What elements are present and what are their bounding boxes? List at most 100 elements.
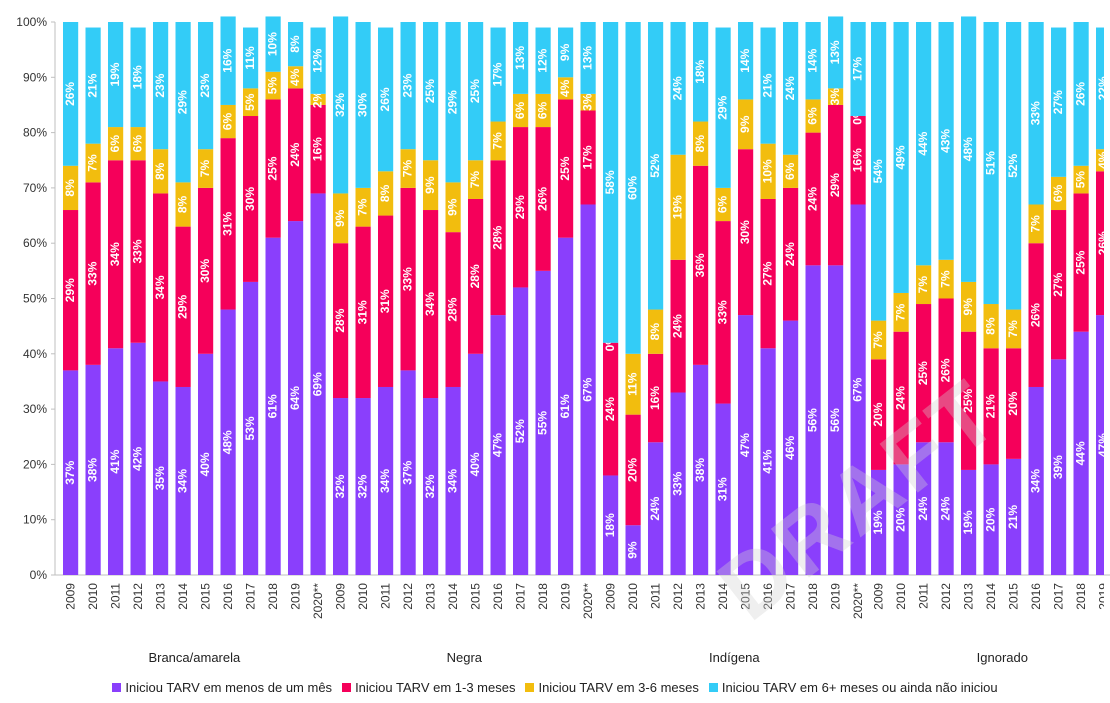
legend-item: Iniciou TARV em menos de um mês [112,678,332,696]
bar-segment-6plus [153,22,169,150]
bar-segment-3-6m [220,104,236,139]
bar-segment-1-3m [400,187,416,371]
x-tick-label: 2014 [176,583,190,610]
bar-segment-1-3m [738,149,754,316]
data-label: 32% [355,474,369,498]
y-tick-label: 0% [30,568,48,582]
data-label: 23% [153,73,167,97]
bar-segment-3-6m [893,292,909,332]
data-label: 16% [310,137,324,161]
data-label: 7% [490,132,504,150]
x-tick-label: 2010 [356,583,370,610]
data-label: 8% [648,323,662,341]
legend-label: Iniciou TARV em 6+ meses ou ainda não in… [721,679,998,695]
data-label: 34% [175,469,189,493]
data-label: 13% [580,46,594,70]
y-tick-label: 60% [23,236,47,250]
data-label: 56% [805,408,819,432]
data-label: 9% [738,115,752,133]
bar-segment-lt1m [558,237,574,576]
x-tick-label: 2015 [199,583,213,610]
bar-segment-6plus [648,22,664,310]
data-label: 18% [693,59,707,83]
x-tick-label: 2015 [739,583,753,610]
data-label: 3% [828,88,842,106]
data-label: 24% [603,397,617,421]
data-label: 33% [670,471,684,495]
data-label: 25% [1073,250,1087,274]
data-label: 34% [445,469,459,493]
bar-segment-6plus [625,22,641,354]
data-label: 17% [580,145,594,169]
data-label: 52% [513,419,527,443]
data-label: 7% [938,270,952,288]
bar-segment-1-3m [805,132,821,266]
bar-segment-1-3m [198,187,214,354]
bar-segment-6plus [265,16,281,72]
data-label: 48% [220,430,234,454]
data-label: 25% [916,361,930,385]
data-label: 33% [130,239,144,263]
x-tick-label: 2010 [626,583,640,610]
data-label: 6% [1051,184,1065,202]
bar-segment-lt1m [1006,458,1022,575]
data-label: 16% [648,386,662,410]
bar-segment-3-6m [738,99,754,150]
data-label: 18% [603,513,617,537]
data-label: 22% [1096,76,1110,100]
data-label: 43% [938,129,952,153]
data-label: 2% [310,90,324,108]
data-label: 12% [310,48,324,72]
data-label: 7% [893,303,907,321]
data-label: 47% [1096,433,1110,457]
bar-segment-6plus [400,22,416,150]
data-label: 41% [760,449,774,473]
bar-segment-1-3m [355,226,371,399]
legend-swatch [525,682,535,692]
bar-segment-6plus [333,16,349,194]
data-label: 42% [130,447,144,471]
legend: Iniciou TARV em menos de um mês Iniciou T… [0,678,1110,696]
bar-segment-6plus [1028,22,1044,205]
bar-segment-3-6m [535,93,551,128]
data-label: 29% [715,95,729,119]
data-label: 6% [715,195,729,213]
bar-segment-3-6m [805,99,821,133]
data-label: 30% [243,187,257,211]
data-label: 52% [1006,153,1020,177]
bar-segment-lt1m [513,287,529,575]
data-label: 33% [1028,101,1042,125]
data-label: 41% [108,449,122,473]
data-label: 64% [288,386,302,410]
data-label: 28% [490,225,504,249]
data-label: 6% [220,113,234,131]
y-tick-label: 20% [23,457,47,471]
bar-segment-3-6m [288,66,304,89]
data-label: 44% [916,131,930,155]
x-tick-label: 2020** [851,583,865,619]
data-label: 61% [558,394,572,418]
bar-segment-6plus [490,27,506,122]
bar-segment-3-6m [558,77,574,100]
data-label: 26% [63,82,77,106]
bar-segment-6plus [893,22,909,293]
bar-segment-6plus [355,22,371,188]
data-label: 34% [423,292,437,316]
data-label: 8% [378,184,392,202]
bar-segment-1-3m [288,88,304,222]
x-tick-label: 2015 [469,583,483,610]
data-label: 25% [468,79,482,103]
bar-segment-6plus [558,27,574,78]
data-label: 28% [468,264,482,288]
data-label: 24% [916,496,930,520]
data-label: 31% [378,289,392,313]
bar-segment-3-6m [513,93,529,128]
bar-segment-6plus [805,22,821,100]
data-label: 30% [198,259,212,283]
bar-segment-lt1m [670,392,686,575]
x-tick-label: 2020** [581,583,595,619]
data-label: 13% [513,46,527,70]
x-tick-label: 2012 [131,583,145,610]
data-label: 4% [558,79,572,97]
data-label: 37% [400,460,414,484]
